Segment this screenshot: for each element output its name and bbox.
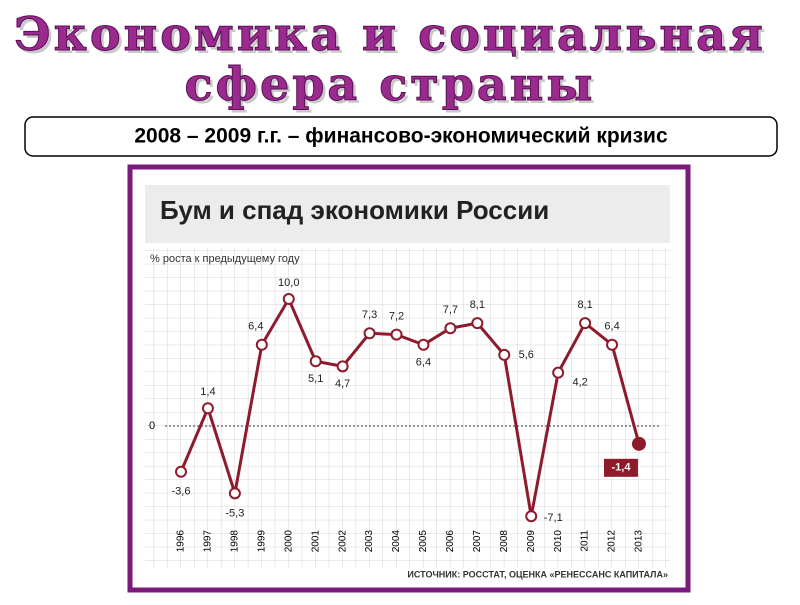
point — [525, 510, 538, 523]
x-tick-label: 2007 — [472, 530, 483, 553]
title-shadow: Экономика и социальная — [17, 10, 769, 64]
line — [179, 295, 641, 517]
chart-title: Бум и спад экономики России — [160, 195, 549, 225]
point — [309, 355, 322, 368]
y-tick-label: 0 — [149, 420, 155, 432]
point — [579, 317, 592, 330]
value-label: -5,3 — [225, 507, 244, 519]
subtitle: 2008 – 2009 г.г. – финансово-экономическ… — [134, 125, 668, 148]
x-tick-label: 2003 — [364, 530, 375, 553]
point — [390, 328, 403, 341]
point — [255, 338, 268, 351]
source: ИСТОЧНИК: РОССТАТ, ОЦЕНКА «РЕНЕССАНС КАП… — [407, 569, 668, 579]
x-tick-label: 2000 — [283, 530, 294, 553]
slide-title: Экономика и социальная — [14, 7, 766, 61]
value-label: -1,4 — [611, 462, 631, 474]
point — [471, 317, 484, 330]
value-label: 6,4 — [248, 321, 263, 333]
x-tick-label: 2002 — [337, 530, 348, 553]
value-label: 5,6 — [519, 349, 534, 361]
point — [417, 338, 430, 351]
x-tick-label: 2011 — [580, 530, 591, 552]
title-shadow: сфера страны — [187, 60, 598, 114]
plot: 0 -3,6 1,4 -5,3 6,4 10,0 5,1 4,7 7,3 7,2 6,4 7,7 8,1… — [149, 277, 660, 552]
chart-title-box — [145, 185, 670, 243]
value-label: 5,1 — [308, 373, 323, 385]
x-tick-label: 2010 — [553, 530, 564, 553]
x-tick-label: 1998 — [230, 530, 241, 553]
point — [444, 322, 457, 335]
label-box — [603, 458, 638, 477]
x-tick-label: 2001 — [310, 530, 321, 553]
x-tick-label: 2008 — [499, 530, 510, 553]
x-tick-label: 2006 — [445, 530, 456, 553]
value-label: -7,1 — [544, 512, 563, 524]
point — [606, 338, 619, 351]
value-label: 8,1 — [577, 299, 592, 311]
point — [175, 465, 187, 478]
point — [228, 487, 241, 500]
point — [201, 402, 214, 415]
value-label: 10,0 — [278, 277, 299, 289]
point — [498, 348, 511, 361]
value-label: -3,6 — [172, 486, 191, 498]
x-tick-label: 1997 — [203, 530, 214, 553]
point — [282, 293, 295, 306]
value-label: 7,2 — [389, 310, 404, 322]
x-tick-label: 2009 — [526, 530, 537, 553]
value-label: 8,1 — [470, 299, 485, 311]
slide-title: сфера страны — [184, 57, 595, 111]
value-label: 6,4 — [604, 321, 619, 333]
x-tick-label: 2013 — [634, 530, 645, 553]
x-tick-label: 2004 — [391, 530, 402, 553]
value-label: 6,4 — [416, 357, 431, 369]
x-tick-label: 1996 — [176, 530, 187, 553]
x-tick-label: 2012 — [607, 530, 618, 553]
value-label: 4,7 — [335, 378, 350, 390]
graph-paper — [145, 248, 670, 568]
point — [631, 436, 646, 451]
subtitle-box — [24, 116, 778, 157]
point — [363, 327, 376, 340]
value-label: 7,3 — [362, 309, 377, 321]
y-label: % роста к предыдущему году — [150, 253, 300, 265]
x-tick-label: 1999 — [256, 530, 267, 553]
value-label: 7,7 — [443, 304, 458, 316]
value-label: 4,2 — [573, 377, 588, 389]
point — [336, 360, 349, 373]
x-tick-label: 2005 — [418, 530, 429, 553]
point — [552, 366, 565, 379]
value-label: 1,4 — [200, 386, 215, 398]
